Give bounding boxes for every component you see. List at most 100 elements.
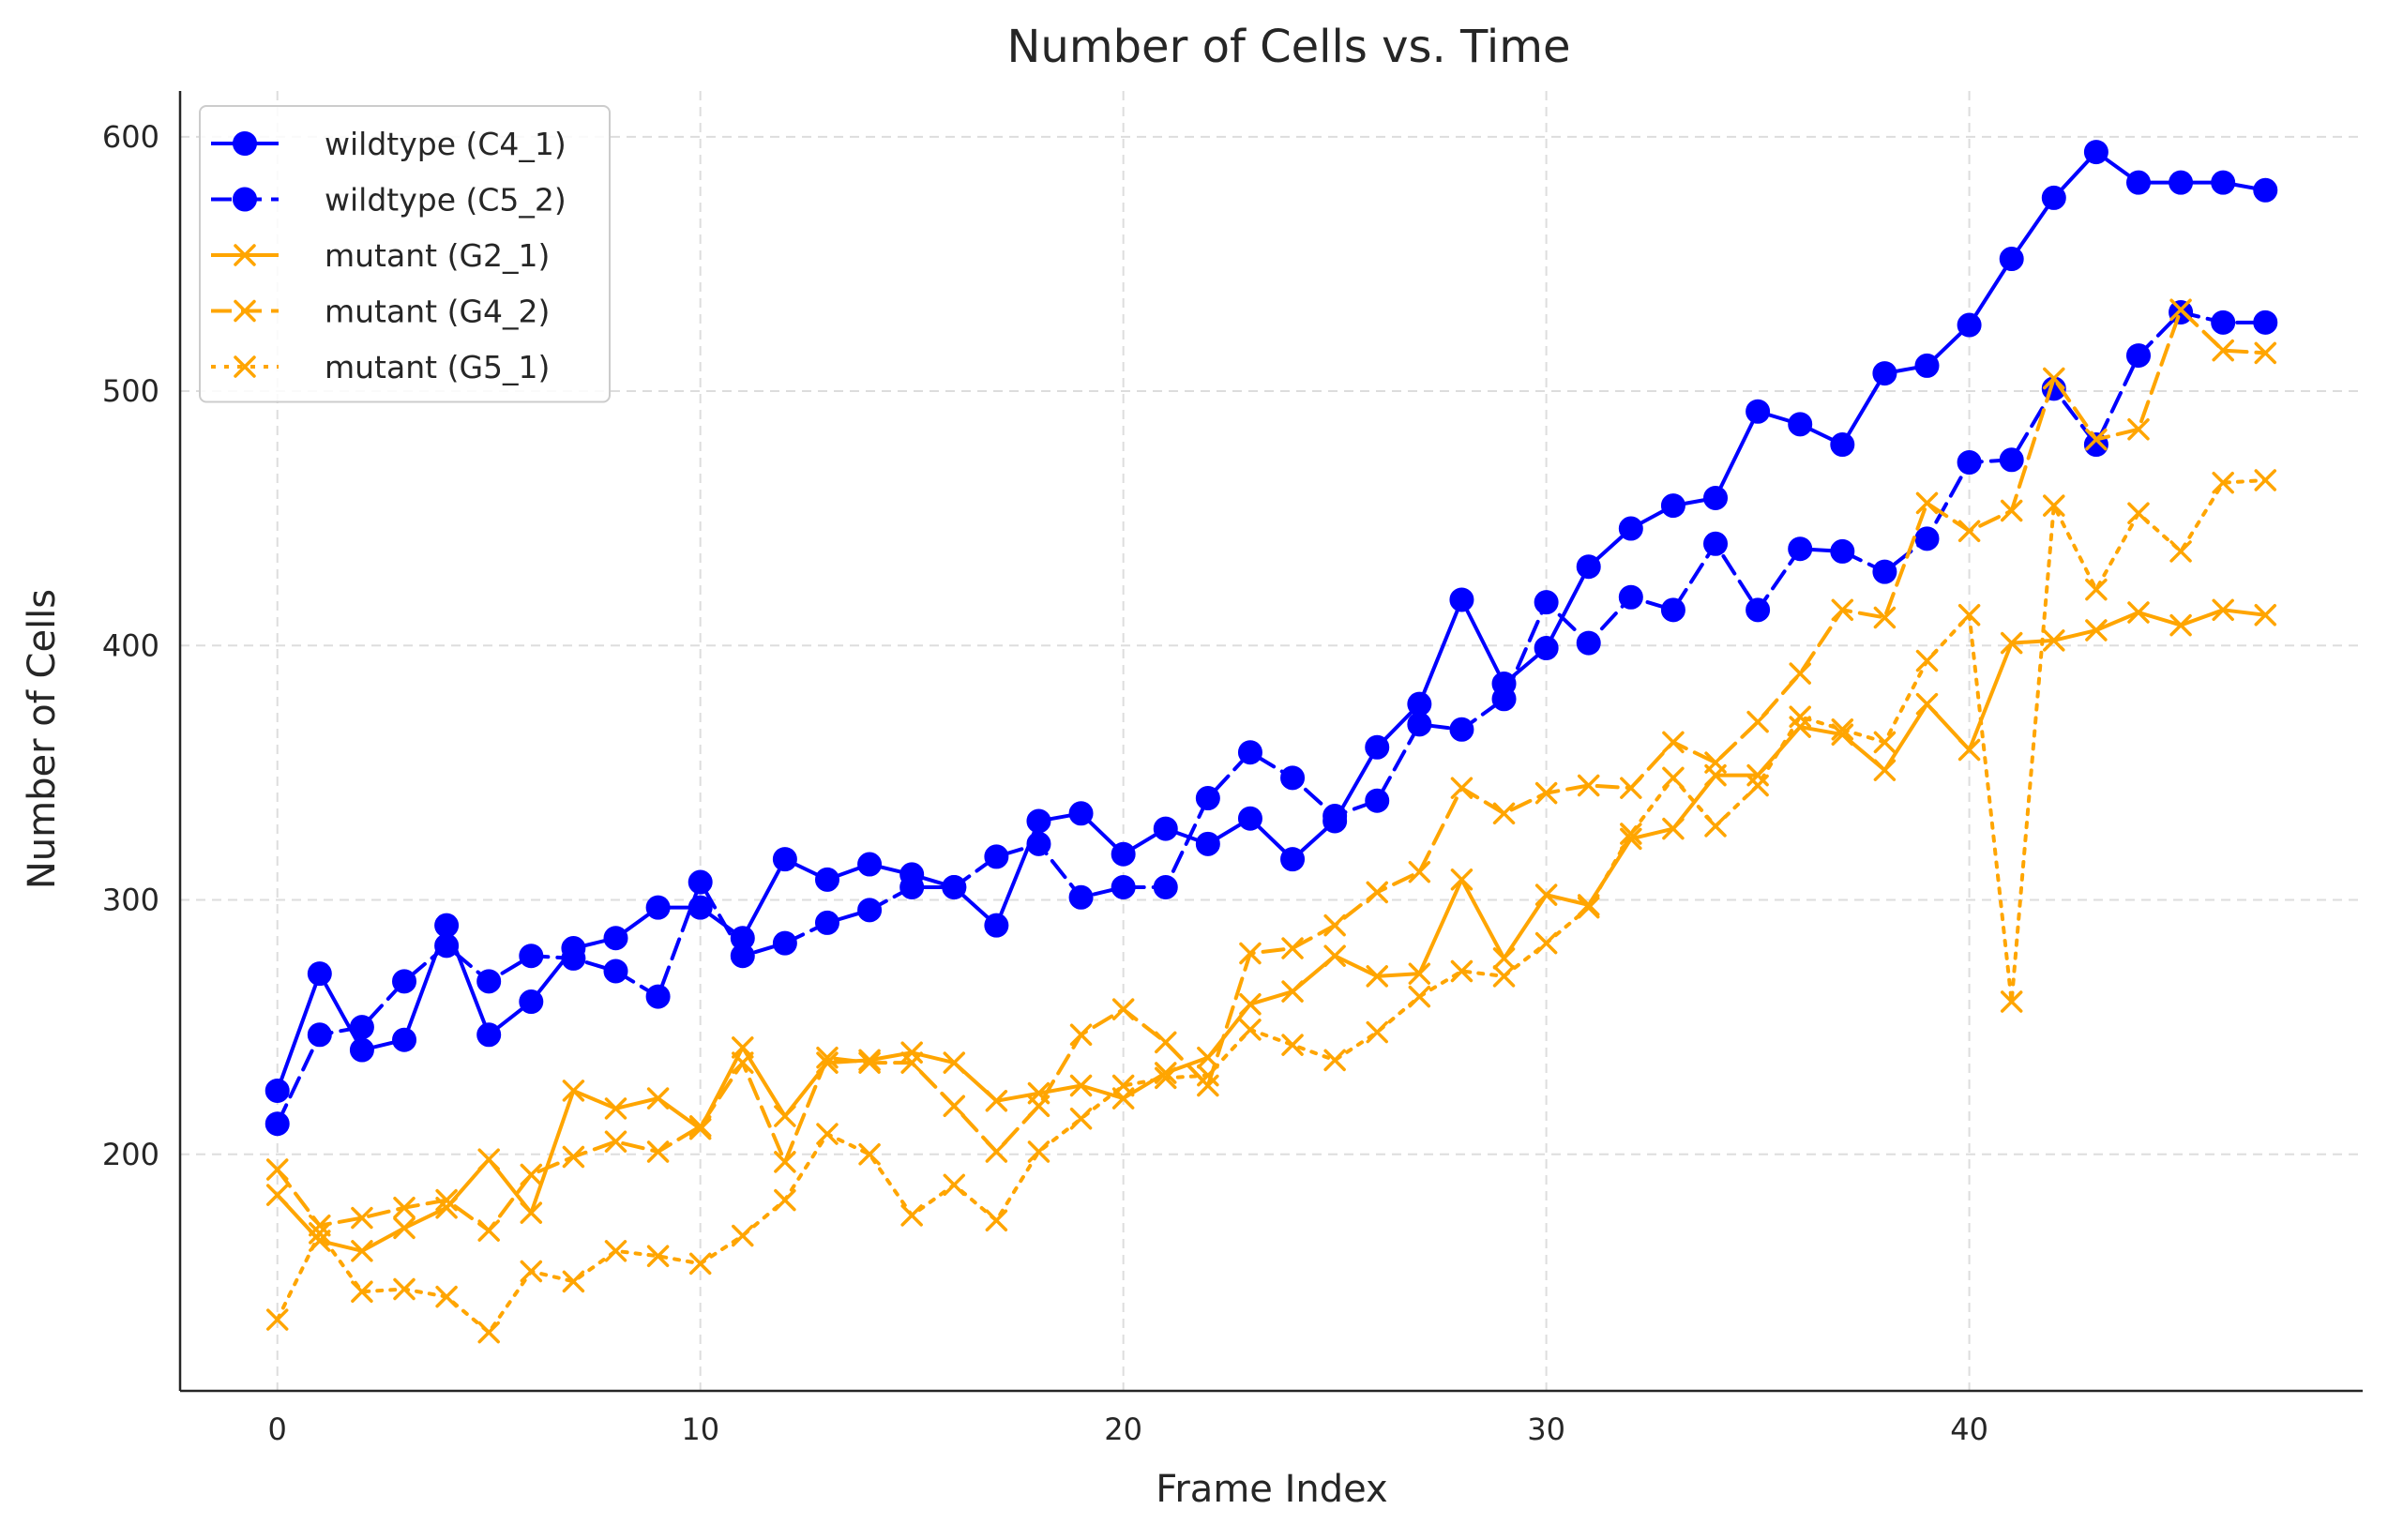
data-point <box>1620 777 1642 799</box>
data-point <box>1704 751 1727 774</box>
data-point <box>1662 766 1685 790</box>
data-point <box>2127 502 2150 524</box>
tick-labels: 0 10 20 30 40 200 300 400 500 600 <box>102 119 1988 1447</box>
data-point <box>349 1037 374 1063</box>
data-point <box>264 1111 290 1137</box>
x-tick-label: 40 <box>1950 1412 1988 1447</box>
data-point <box>646 1087 670 1110</box>
data-point <box>604 1097 627 1120</box>
data-point <box>1618 584 1643 610</box>
data-point <box>1492 947 1516 970</box>
data-point <box>2254 603 2277 627</box>
data-point <box>1577 896 1600 919</box>
data-point <box>1281 1034 1304 1056</box>
data-point <box>814 910 839 935</box>
data-point <box>1366 965 1388 988</box>
data-point <box>688 1252 712 1276</box>
data-point <box>1957 312 1982 338</box>
data-point <box>732 1224 754 1247</box>
data-point <box>264 1078 290 1103</box>
data-point <box>476 1022 502 1048</box>
data-point <box>434 933 460 959</box>
legend-marker <box>234 244 256 266</box>
data-point <box>943 1051 966 1074</box>
data-point <box>2254 341 2277 365</box>
data-point <box>688 869 713 895</box>
data-point <box>772 847 797 872</box>
data-point <box>732 1051 754 1074</box>
data-point <box>562 1080 585 1102</box>
data-point <box>1999 247 2024 272</box>
data-point <box>520 1163 543 1186</box>
data-point <box>2212 471 2234 494</box>
series-line <box>275 308 2268 1233</box>
data-point <box>1576 630 1601 656</box>
data-point <box>984 844 1009 869</box>
legend-marker <box>234 355 256 378</box>
data-point <box>2000 990 2023 1013</box>
data-point <box>1239 942 1262 965</box>
data-point <box>1153 816 1178 841</box>
data-point <box>1746 710 1769 733</box>
data-point <box>1195 831 1220 856</box>
x-tick-label: 20 <box>1104 1412 1142 1447</box>
data-point <box>520 1260 543 1283</box>
data-point <box>2041 185 2066 210</box>
data-point <box>688 1117 712 1140</box>
data-point <box>1155 1066 1177 1090</box>
chart-title: Number of Cells vs. Time <box>1007 21 1571 73</box>
data-point <box>1323 1049 1346 1072</box>
data-point <box>900 1204 923 1227</box>
data-point <box>2253 177 2278 203</box>
data-point <box>942 874 967 899</box>
data-point <box>1873 731 1897 754</box>
data-point <box>772 930 797 956</box>
series-4 <box>265 298 2277 1242</box>
data-point <box>1366 881 1388 904</box>
data-point <box>603 959 628 984</box>
data-point <box>1662 731 1685 754</box>
data-point <box>2254 469 2277 491</box>
legend-entry: mutant (G4_2) <box>211 294 550 330</box>
legend-label: mutant (G5_1) <box>325 349 550 385</box>
data-point <box>477 1148 500 1170</box>
data-point <box>2169 613 2192 637</box>
data-point <box>2000 631 2023 655</box>
data-point <box>265 1158 289 1181</box>
legend-box <box>199 105 611 403</box>
data-point <box>1620 823 1642 845</box>
data-point <box>1789 705 1811 728</box>
data-point <box>1534 590 1559 615</box>
x-tick-label: 0 <box>268 1412 287 1447</box>
data-point <box>520 1201 543 1224</box>
data-point <box>1408 962 1431 985</box>
data-point <box>646 1245 670 1267</box>
series-line <box>275 310 2268 1126</box>
data-point <box>1873 759 1897 781</box>
data-point <box>1027 1140 1050 1163</box>
y-tick-label: 400 <box>102 627 159 663</box>
legend: wildtype (C4_1) wildtype (C5_2)mutant (G2… <box>199 105 611 403</box>
data-point <box>814 867 839 892</box>
data-point <box>1491 687 1517 712</box>
data-point <box>1450 868 1474 891</box>
data-point <box>1026 808 1051 834</box>
data-point <box>2043 629 2065 652</box>
data-point <box>519 989 544 1015</box>
data-point <box>858 1049 881 1072</box>
data-point <box>985 1209 1008 1232</box>
legend-entry: wildtype (C4_1) <box>211 126 567 162</box>
data-point <box>1026 831 1051 856</box>
data-point <box>519 944 544 969</box>
data-point <box>1788 536 1813 562</box>
data-point <box>2085 619 2108 642</box>
data-point <box>2127 417 2150 441</box>
data-point <box>1957 603 1981 627</box>
data-point <box>1408 985 1431 1008</box>
data-point <box>1915 491 1939 515</box>
data-point <box>393 1277 416 1301</box>
data-point <box>2043 494 2065 517</box>
data-point <box>1704 815 1727 838</box>
series-1 <box>264 140 2278 1103</box>
